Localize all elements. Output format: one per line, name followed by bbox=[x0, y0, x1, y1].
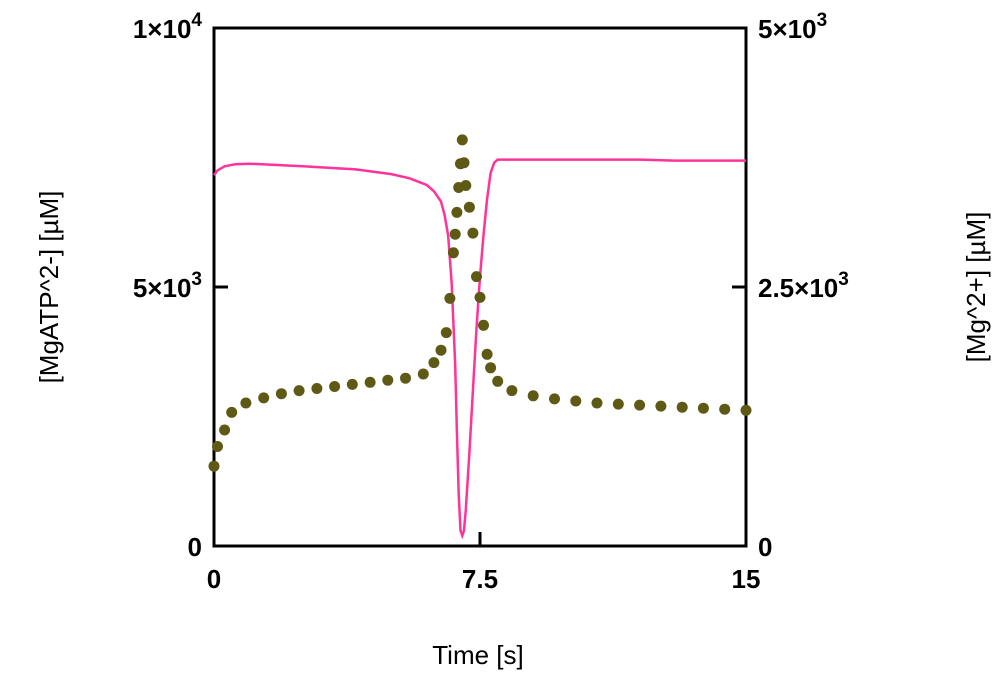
x-tick-label: 7.5 bbox=[462, 564, 498, 594]
series-point-right bbox=[447, 247, 459, 259]
y-axis-title-right: [Mg^2+] [µM] bbox=[961, 212, 991, 363]
series-point-right bbox=[485, 362, 497, 374]
y-tick-label-right: 5×103 bbox=[758, 10, 827, 44]
series-point-right bbox=[435, 344, 447, 356]
y-tick-label-left: 1×104 bbox=[133, 10, 203, 44]
y-tick-label-right: 2.5×103 bbox=[758, 269, 849, 303]
series-point-right bbox=[212, 441, 223, 452]
series-point-right bbox=[463, 201, 475, 213]
series-line-left bbox=[212, 158, 746, 540]
series-point-right bbox=[549, 393, 560, 405]
series-point-right bbox=[240, 397, 252, 409]
series-point-right bbox=[467, 227, 479, 239]
series-point-right bbox=[478, 319, 489, 331]
series-point-right bbox=[440, 327, 452, 339]
y-tick-label-right: 0 bbox=[758, 532, 772, 562]
y-axis-title-left: [MgATP^2-] [µM] bbox=[34, 191, 64, 384]
series-point-right bbox=[293, 385, 305, 397]
series-point-right bbox=[382, 374, 394, 386]
series-point-right bbox=[570, 395, 582, 407]
series-point-right bbox=[311, 383, 323, 394]
series-point-right bbox=[444, 292, 456, 304]
y-tick-label-left: 0 bbox=[188, 532, 202, 562]
series-point-right bbox=[458, 157, 470, 169]
series-point-right bbox=[400, 372, 411, 384]
series-point-right bbox=[740, 404, 752, 416]
series-point-right bbox=[226, 406, 238, 418]
series-point-right bbox=[329, 381, 341, 392]
series-point-right bbox=[346, 378, 358, 390]
series-point-right bbox=[492, 375, 504, 387]
series-point-right bbox=[634, 399, 646, 411]
y-tick-label-left: 5×103 bbox=[133, 269, 202, 303]
series-point-right bbox=[460, 180, 472, 191]
series-point-right bbox=[208, 460, 220, 472]
x-axis-title: Time [s] bbox=[432, 640, 523, 670]
series-point-right bbox=[428, 357, 440, 369]
series-point-right bbox=[474, 291, 486, 303]
series-point-right bbox=[451, 206, 463, 218]
chart-marks bbox=[208, 134, 752, 540]
series-point-right bbox=[676, 401, 688, 413]
series-point-right bbox=[449, 228, 461, 240]
series-point-right bbox=[527, 390, 539, 402]
series-point-right bbox=[258, 392, 270, 404]
series-point-right bbox=[655, 400, 667, 412]
series-point-right bbox=[364, 376, 376, 388]
series-point-right bbox=[719, 403, 731, 415]
series-point-right bbox=[456, 134, 468, 146]
x-tick-label: 15 bbox=[732, 564, 761, 594]
series-point-right bbox=[417, 368, 429, 380]
x-tick-label: 0 bbox=[207, 564, 221, 594]
series-point-right bbox=[506, 385, 518, 397]
series-point-right bbox=[219, 424, 231, 436]
series-point-right bbox=[591, 397, 603, 409]
series-point-right bbox=[612, 398, 624, 410]
series-point-right bbox=[481, 348, 493, 360]
series-point-right bbox=[697, 402, 709, 414]
series-point-right bbox=[471, 271, 482, 283]
series-point-right bbox=[275, 388, 287, 400]
